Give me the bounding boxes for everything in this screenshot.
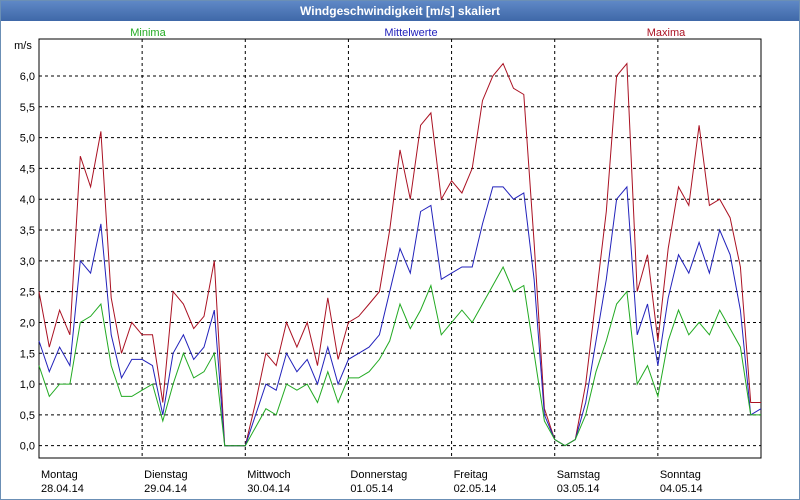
x-tick-date: 04.05.14 bbox=[660, 483, 703, 495]
y-tick-label: 1,0 bbox=[20, 379, 35, 391]
legend-entry: Mittelwerte bbox=[384, 27, 437, 39]
x-tick-date: 29.04.14 bbox=[144, 483, 187, 495]
series-line bbox=[38, 185, 762, 447]
x-tick-day: Donnerstag bbox=[350, 469, 407, 481]
y-tick-label: 4,0 bbox=[20, 194, 35, 206]
chart: 0,0 0,5 1,0 1,5 2,0 2,5 3,0 3,5 4,0 4,5 5,0 5,5 6,0 m… bbox=[14, 27, 762, 495]
y-tick-label: 5,0 bbox=[20, 133, 35, 145]
x-tick-day: Sonntag bbox=[660, 469, 701, 481]
x-tick-day: Dienstag bbox=[144, 469, 187, 481]
series-line bbox=[38, 265, 761, 447]
x-tick-day: Montag bbox=[41, 469, 78, 481]
series-line bbox=[38, 62, 761, 447]
window-title: Windgeschwindigkeit [m/s] skaliert bbox=[1, 1, 799, 21]
x-tick-date: 03.05.14 bbox=[557, 483, 600, 495]
y-tick-label: 6,0 bbox=[20, 71, 35, 83]
y-tick-label: 4,5 bbox=[20, 163, 35, 175]
x-tick-date: 01.05.14 bbox=[350, 483, 393, 495]
legend-entry: Minima bbox=[130, 27, 166, 39]
y-tick-label: 5,5 bbox=[20, 102, 35, 114]
y-tick-label: 3,0 bbox=[20, 256, 35, 268]
y-tick-label: 0,5 bbox=[20, 410, 35, 422]
x-tick-day: Mittwoch bbox=[247, 469, 290, 481]
legend-entry: Maxima bbox=[647, 27, 686, 39]
y-tick-label: 0,0 bbox=[20, 441, 35, 453]
x-tick-date: 02.05.14 bbox=[454, 483, 497, 495]
x-tick-day: Samstag bbox=[557, 469, 600, 481]
x-tick-day: Freitag bbox=[454, 469, 488, 481]
y-tick-label: 2,0 bbox=[20, 317, 35, 329]
x-tick-date: 30.04.14 bbox=[247, 483, 290, 495]
y-tick-label: 1,5 bbox=[20, 348, 35, 360]
y-tick-label: 2,5 bbox=[20, 287, 35, 299]
y-tick-label: 3,5 bbox=[20, 225, 35, 237]
x-tick-date: 28.04.14 bbox=[41, 483, 84, 495]
y-axis-label: m/s bbox=[14, 40, 32, 52]
